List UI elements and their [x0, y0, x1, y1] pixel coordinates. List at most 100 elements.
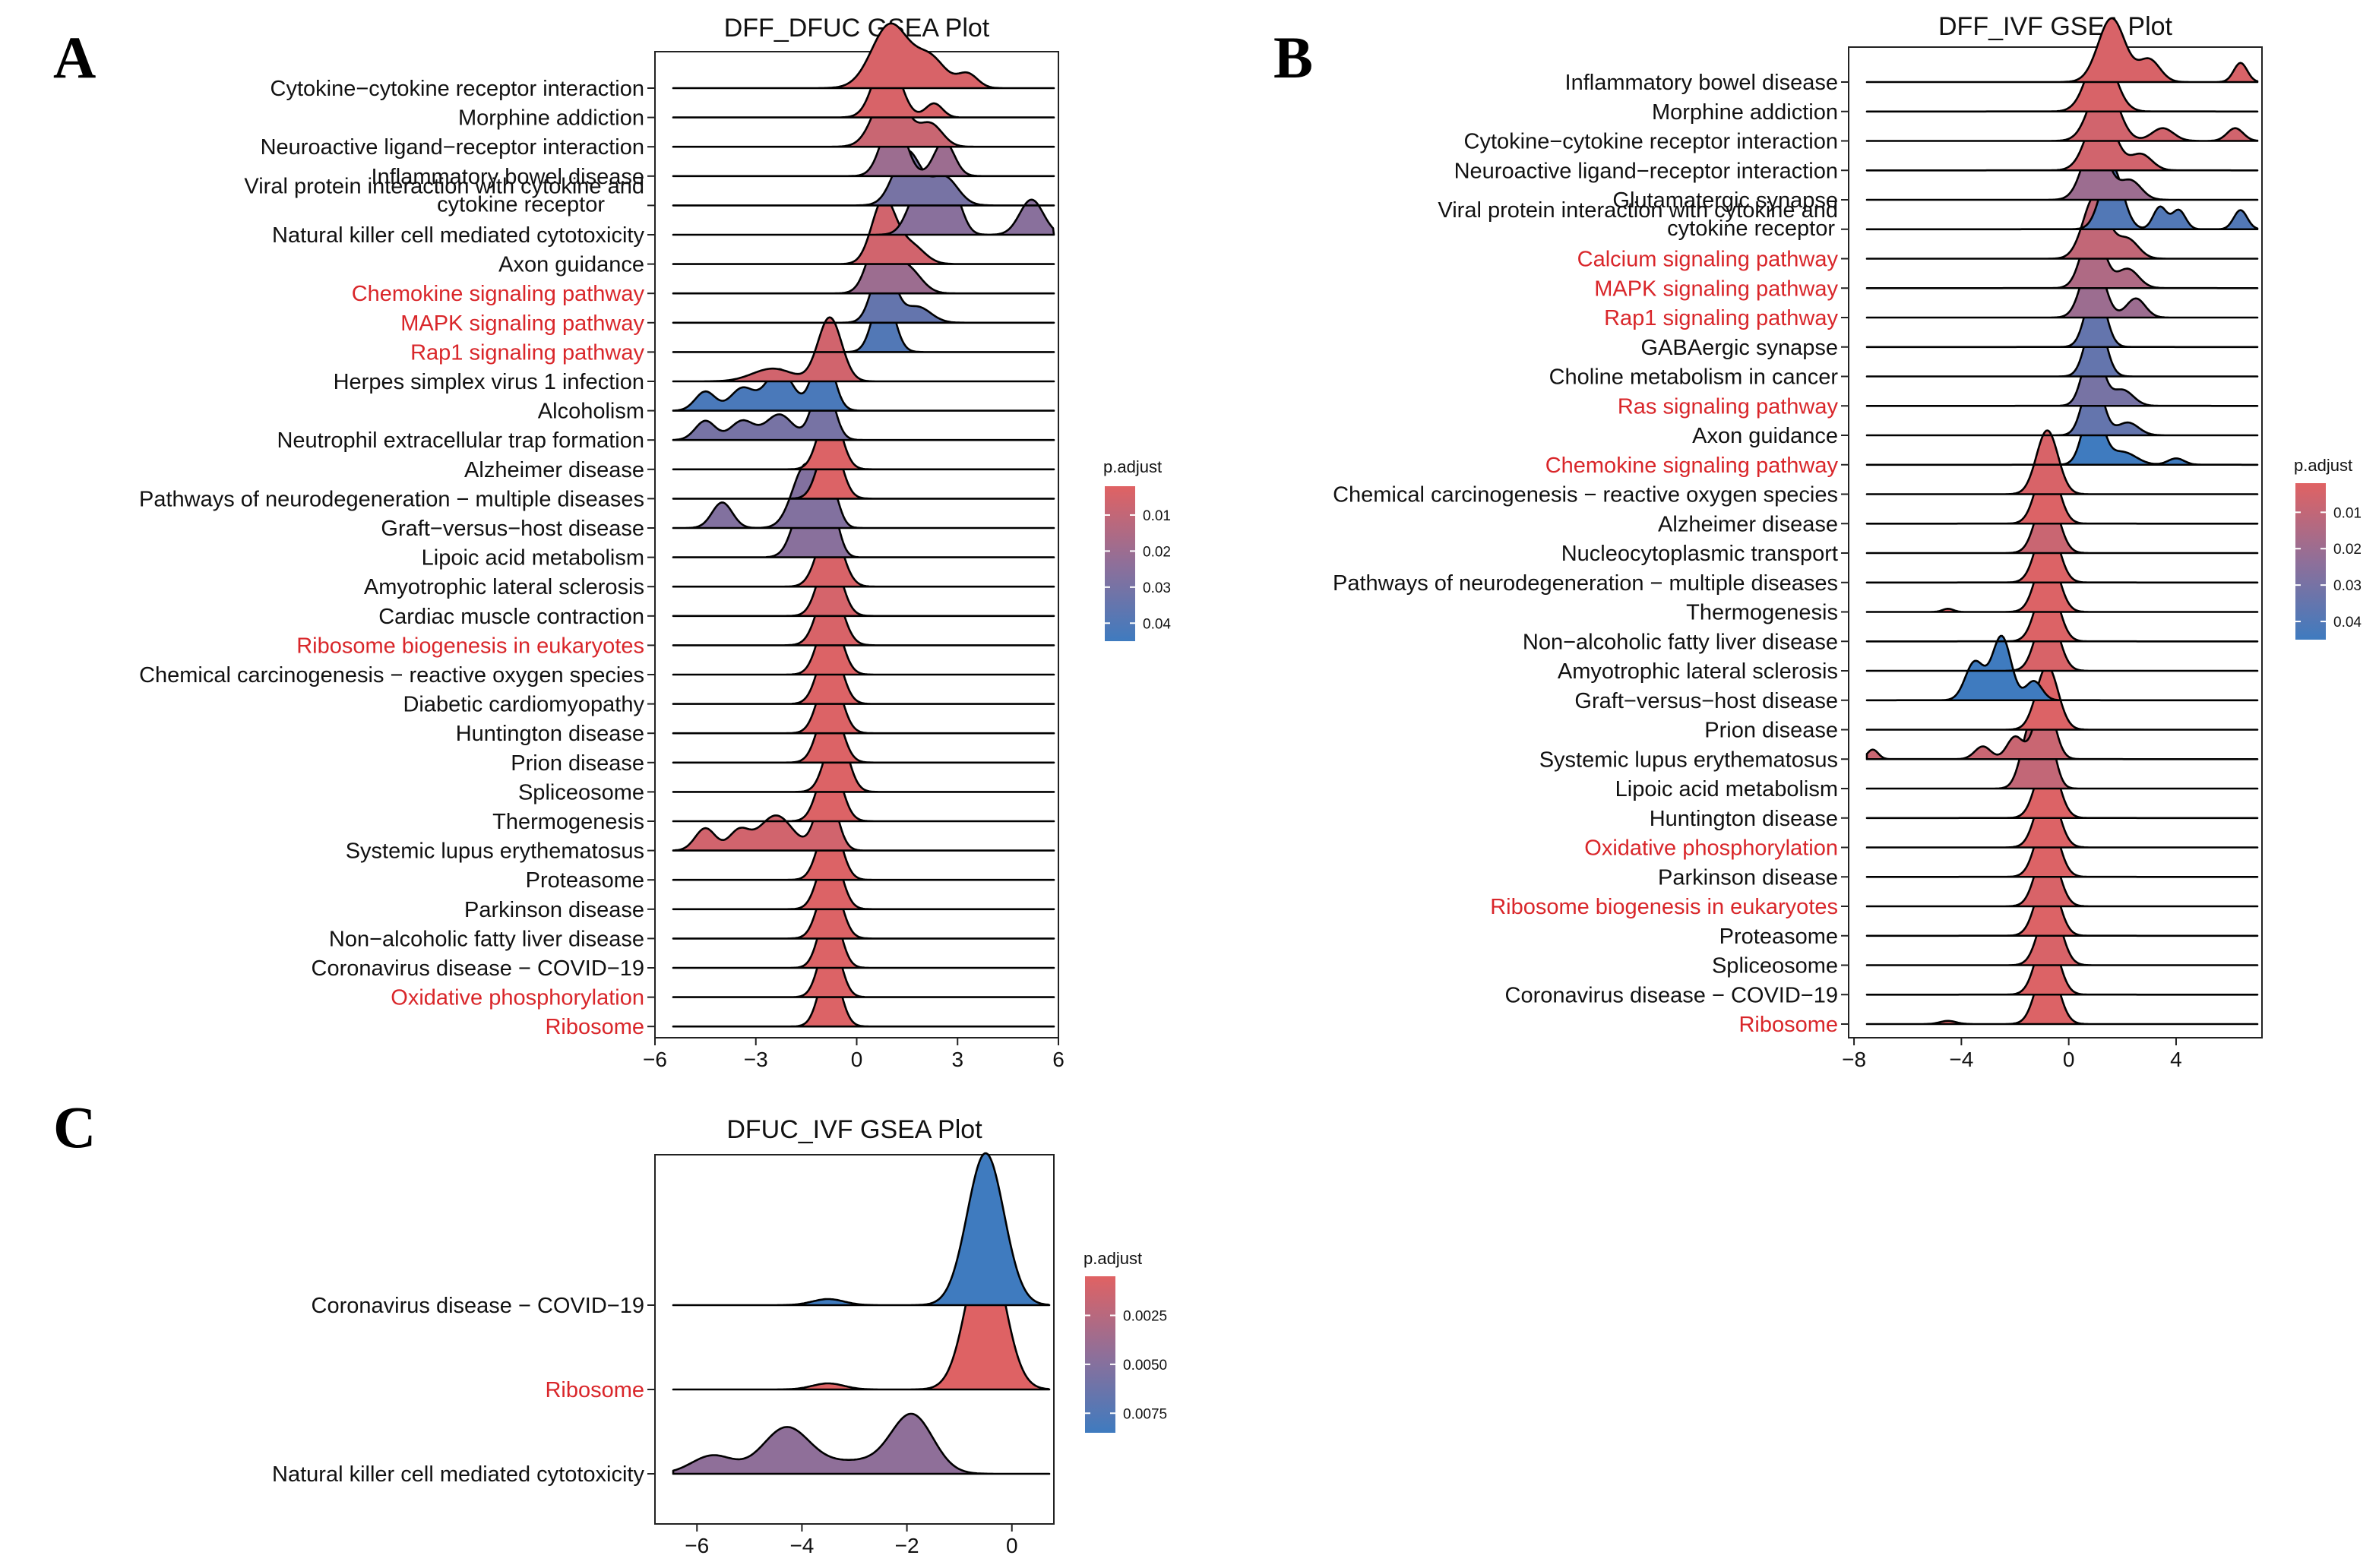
category-label: Neuroactive ligand−receptor interaction	[261, 135, 644, 160]
category-label: Nucleocytoplasmic transport	[1561, 542, 1838, 566]
ridge-alzheimer-disease	[672, 404, 1055, 471]
category-label: Huntington disease	[456, 722, 644, 746]
ridge-diabetic-cardiomyopathy	[672, 639, 1055, 705]
p-adjust-legend: p.adjust 0.01 0.02 0.03 0.04	[1103, 457, 1171, 641]
category-label: Systemic lupus erythematosus	[1539, 748, 1838, 772]
ridge-morphine-addiction	[1865, 46, 2259, 113]
x-tick-label: 0	[851, 1048, 863, 1071]
ridge-rap1-signaling-pathway	[672, 287, 1055, 353]
legend-tick-label: 0.01	[2333, 505, 2362, 521]
ridge-coronavirus-disease-covid-19	[672, 1152, 1051, 1307]
ridge-mapk-signaling-pathway	[672, 257, 1055, 324]
category-label: Pathways of neurodegeneration − multiple…	[139, 487, 644, 511]
x-tick-label: 3	[951, 1048, 963, 1071]
x-tick-label: 4	[2170, 1048, 2182, 1071]
category-label: Graft−versus−host disease	[381, 517, 644, 541]
ridge-thermogenesis	[1865, 547, 2259, 613]
category-label: Rap1 signaling pathway	[1604, 306, 1838, 330]
category-label: Cytokine−cytokine receptor interaction	[1464, 130, 1838, 154]
legend-colorbar	[2295, 483, 2326, 640]
ridge-coronavirus-disease-covid-19	[672, 903, 1055, 969]
legend-colorbar	[1105, 486, 1135, 641]
category-label: Parkinson disease	[1658, 865, 1838, 890]
category-label: Natural killer cell mediated cytotoxicit…	[272, 1462, 644, 1487]
category-label: Chemical carcinogenesis − reactive oxyge…	[139, 663, 644, 688]
legend-tick-label: 0.0025	[1123, 1309, 1167, 1325]
ridge-proteasome	[672, 814, 1055, 881]
ridge-nucleocytoplasmic-transport	[1865, 488, 2259, 555]
category-label: Herpes simplex virus 1 infection	[334, 370, 644, 394]
ridge-gabaergic-synapse	[1865, 282, 2259, 349]
category-label: Pathways of neurodegeneration − multiple…	[1333, 571, 1838, 596]
ridge-systemic-lupus-erythematosus	[1865, 694, 2259, 760]
ridge-rap1-signaling-pathway	[1865, 252, 2259, 319]
ridge-ras-signaling-pathway	[1865, 340, 2259, 407]
category-label: Inflammatory bowel disease	[1565, 71, 1838, 95]
category-label: Graft−versus−host disease	[1574, 689, 1838, 713]
category-label: Morphine addiction	[458, 106, 644, 131]
category-label: Lipoic acid metabolism	[422, 546, 644, 571]
x-tick-label: 0	[1006, 1534, 1018, 1557]
category-label: Glutamatergic synapse	[1612, 188, 1838, 213]
category-label: Cytokine−cytokine receptor interaction	[270, 77, 644, 101]
ridge-thermogenesis	[672, 756, 1055, 823]
panel-letter-b: B	[1273, 24, 1313, 90]
chart-title: DFF_DFUC GSEA Plot	[724, 14, 990, 43]
ridge-inflammatory-bowel-disease	[1865, 17, 2259, 84]
category-label: Calcium signaling pathway	[1577, 248, 1839, 272]
ridge-ribosome	[672, 961, 1055, 1028]
p-adjust-legend: p.adjust 0.01 0.02 0.03 0.04	[2294, 456, 2362, 640]
chart-title: DFF_IVF GSEA Plot	[1938, 12, 2173, 41]
ridge-graft-versus-host-disease	[1865, 634, 2259, 702]
category-label: Oxidative phosphorylation	[1584, 836, 1838, 861]
category-label: Ribosome	[545, 1015, 644, 1039]
category-label: Thermogenesis	[1686, 601, 1838, 625]
legend-title: p.adjust	[1103, 457, 1162, 476]
chart-title: DFUC_IVF GSEA Plot	[726, 1115, 982, 1144]
category-label: Amyotrophic lateral sclerosis	[1558, 659, 1838, 684]
category-label: Non−alcoholic fatty liver disease	[329, 927, 644, 951]
ridge-chemical-carcinogenesis-reactive-oxygen-species	[672, 609, 1055, 676]
ridge-cytokine-cytokine-receptor-interaction	[672, 22, 1055, 90]
ridge-graft-versus-host-disease	[672, 462, 1055, 530]
category-label: Neutrophil extracellular trap formation	[277, 428, 644, 453]
category-label: Morphine addiction	[1652, 100, 1838, 125]
x-tick-label: −3	[744, 1048, 768, 1071]
ridge-non-alcoholic-fatty-liver-disease	[1865, 577, 2259, 643]
legend-tick-label: 0.03	[2333, 578, 2362, 594]
category-label: Prion disease	[1704, 719, 1838, 743]
category-label: MAPK signaling pathway	[1594, 277, 1838, 301]
category-label: Ras signaling pathway	[1618, 394, 1839, 419]
category-label: Ribosome biogenesis in eukaryotes	[1490, 895, 1838, 919]
ridge-oxidative-phosphorylation	[1865, 782, 2259, 849]
ridge-inflammatory-bowel-disease	[672, 114, 1055, 178]
ridge-huntington-disease	[1865, 753, 2259, 820]
category-label: Lipoic acid metabolism	[1615, 777, 1838, 801]
category-label: Amyotrophic lateral sclerosis	[364, 575, 644, 599]
ridge-ribosome-biogenesis-in-eukaryotes	[1865, 841, 2259, 908]
ridge-axon-guidance	[672, 196, 1055, 265]
ridge-parkinson-disease	[1865, 812, 2259, 878]
category-label: Axon guidance	[1692, 424, 1838, 448]
ridge-cardiac-muscle-contraction	[672, 551, 1055, 618]
panel-c-chart: DFUC_IVF GSEA Plot Coronavirus disease − …	[272, 1115, 1167, 1557]
ridge-oxidative-phosphorylation	[672, 932, 1055, 998]
x-tick-label: −6	[685, 1534, 709, 1557]
legend-tick-label: 0.02	[1143, 544, 1171, 560]
category-label: Axon guidance	[498, 253, 644, 277]
panel-letter-c: C	[53, 1094, 96, 1160]
legend-tick-label: 0.0050	[1123, 1358, 1167, 1374]
category-label: Rap1 signaling pathway	[410, 340, 644, 365]
legend-title: p.adjust	[2294, 456, 2352, 475]
category-label: Viral protein interaction with cytokine …	[244, 174, 644, 217]
category-label: Coronavirus disease − COVID−19	[312, 956, 644, 981]
ridge-amyotrophic-lateral-sclerosis	[1865, 605, 2259, 672]
ridge-prion-disease	[1865, 665, 2259, 731]
ridge-chemical-carcinogenesis-reactive-oxygen-species	[1865, 429, 2259, 495]
category-label: Spliceosome	[1712, 954, 1838, 978]
ridge-axon-guidance	[1865, 370, 2259, 437]
ridge-huntington-disease	[672, 668, 1055, 735]
ridge-proteasome	[1865, 871, 2259, 937]
legend-colorbar	[1085, 1276, 1115, 1433]
